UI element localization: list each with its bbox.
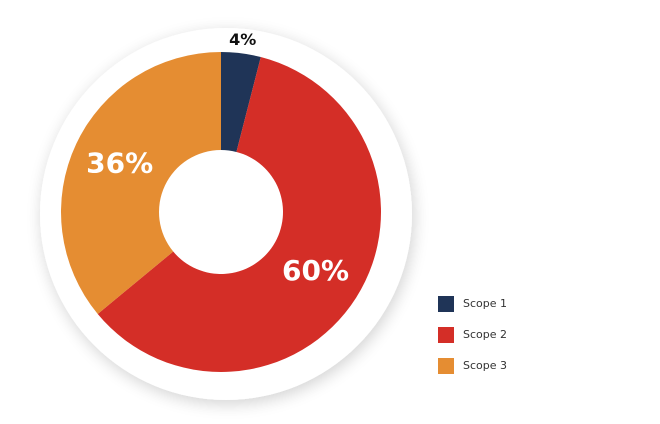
data-label: 60% xyxy=(282,254,349,287)
legend-label: Scope 1 xyxy=(463,297,507,310)
data-label: 36% xyxy=(86,146,153,179)
legend-swatch xyxy=(438,358,454,374)
legend-label: Scope 2 xyxy=(463,328,507,341)
legend-label: Scope 3 xyxy=(463,359,507,372)
donut-slice xyxy=(61,52,221,314)
legend-swatch xyxy=(438,327,454,343)
data-label: 4% xyxy=(229,30,256,49)
legend-swatch xyxy=(438,296,454,312)
donut-slice xyxy=(97,57,381,372)
donut-slice xyxy=(221,52,261,152)
